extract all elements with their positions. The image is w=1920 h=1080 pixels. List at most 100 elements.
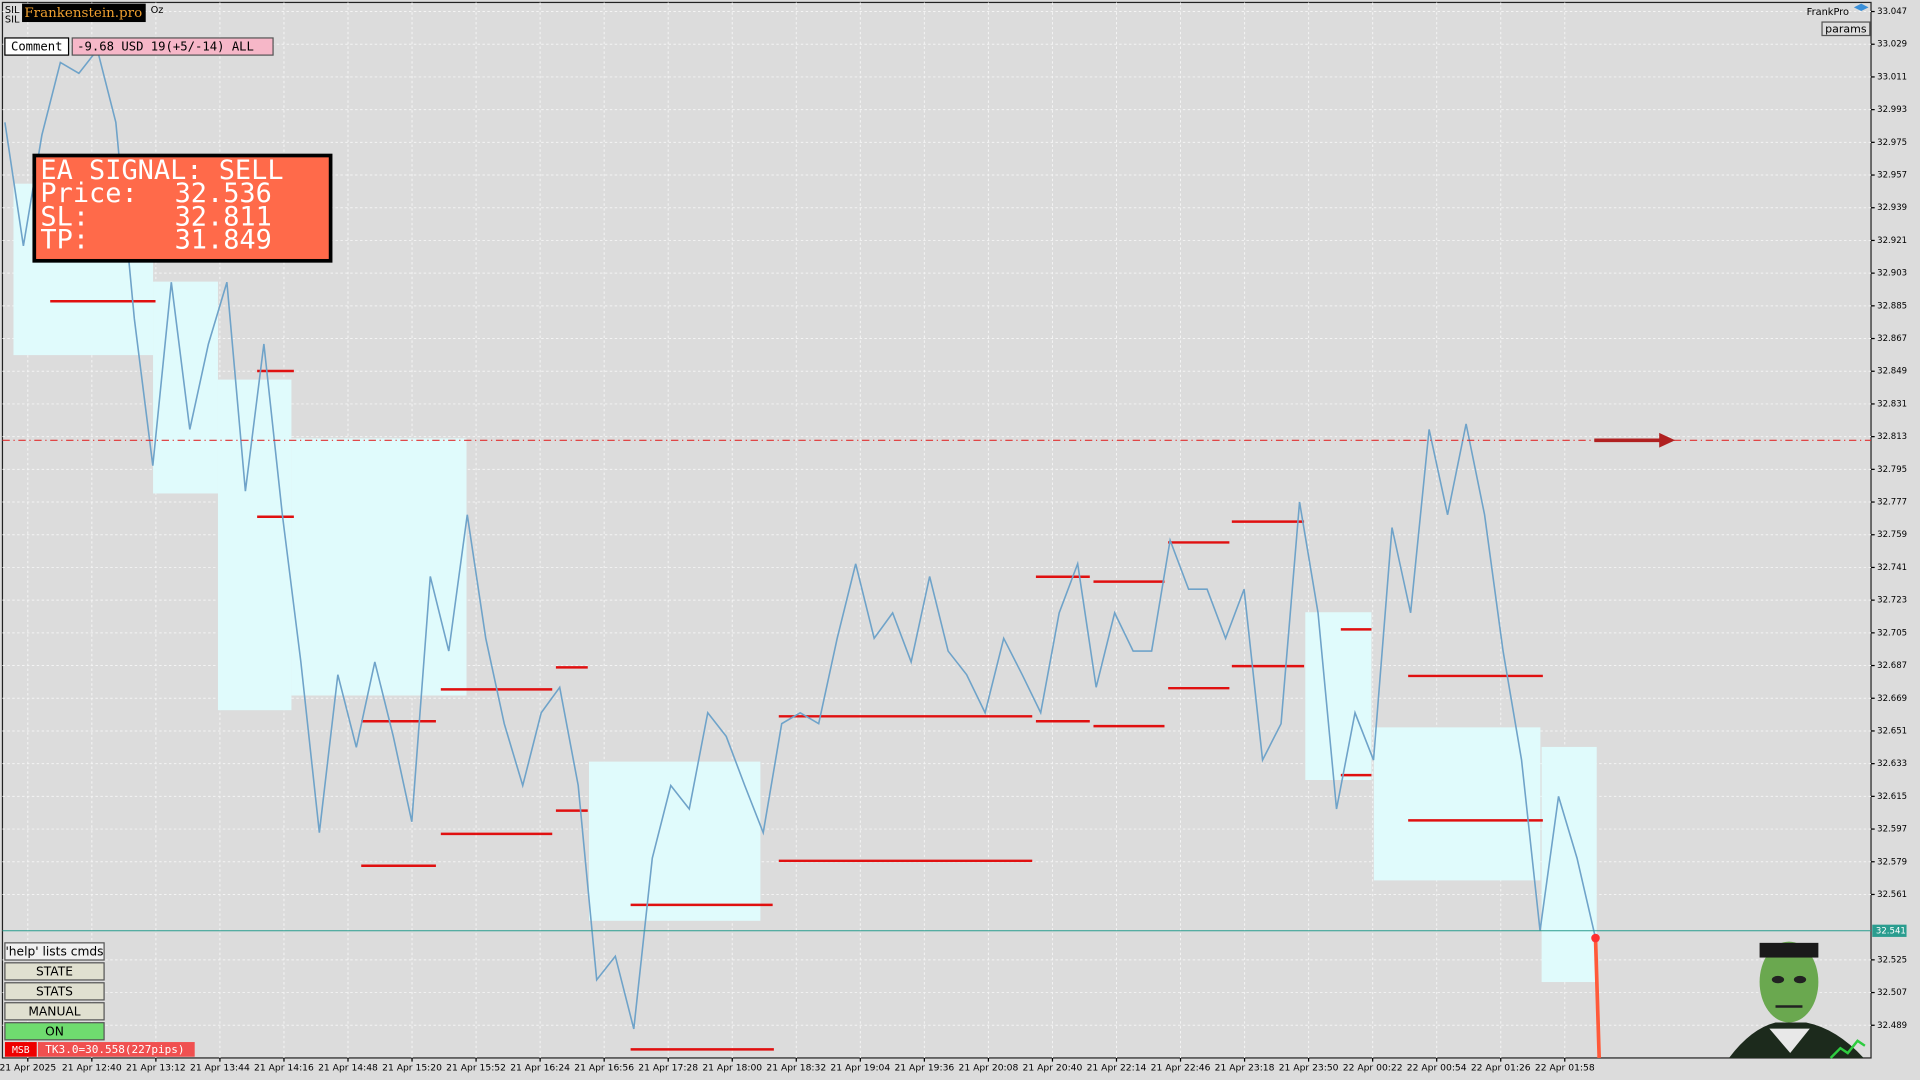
- status-text: TK3.0=30.558(227pips): [45, 1043, 184, 1056]
- signal-box: [32, 153, 333, 263]
- x-tick-label: 21 Apr 18:00: [702, 1062, 762, 1073]
- comment-label: Comment: [11, 40, 63, 54]
- x-tick-label: 21 Apr 20:40: [1023, 1062, 1083, 1073]
- status-box: [37, 1042, 195, 1057]
- y-tick-label: 32.687: [1877, 661, 1907, 671]
- params[interactable]: params: [1825, 22, 1867, 35]
- y-tick-label: 32.507: [1877, 988, 1907, 998]
- current-price-label: 32.541: [1876, 926, 1906, 936]
- button-label[interactable]: STATE: [36, 965, 73, 979]
- y-tick-label: 32.831: [1877, 399, 1907, 409]
- x-tick-label: 21 Apr 13:12: [126, 1062, 186, 1073]
- signal-title: EA SIGNAL: SELL: [40, 155, 283, 186]
- zone: [1305, 612, 1372, 780]
- comment-box: [71, 37, 274, 56]
- signal-row-label: SL:: [40, 201, 89, 232]
- x-tick-label: 21 Apr 13:44: [190, 1062, 250, 1073]
- y-tick-label: 32.939: [1877, 203, 1907, 213]
- comment: -9.68 USD 19(+5/-14) ALL: [77, 40, 254, 54]
- y-tick-label: 32.705: [1877, 628, 1907, 638]
- zone: [153, 281, 218, 494]
- signal-row-value: 32.811: [175, 201, 272, 232]
- symbol: SIL: [5, 5, 20, 16]
- sl-arrow-head: [1659, 432, 1676, 448]
- y-tick-label: 32.975: [1877, 138, 1907, 148]
- x-tick-label: 21 Apr 15:20: [382, 1062, 442, 1073]
- overlay: 33.047 33.029 33.011 32.993 32.975 32.957 32.9…: [0, 7, 1907, 1073]
- button[interactable]: [4, 1002, 105, 1021]
- status-tag-box: [4, 1042, 37, 1057]
- button[interactable]: [4, 962, 105, 981]
- brand-box: [22, 3, 146, 23]
- x-tick-label: 21 Apr 14:16: [254, 1062, 314, 1073]
- y-tick-label: 32.651: [1877, 726, 1907, 736]
- signal-rows: Price: 32.536 SL: 32.811 TP: 31.849: [40, 178, 271, 256]
- zone: [1541, 746, 1597, 983]
- y-tick-label: 32.957: [1877, 171, 1907, 181]
- button-label[interactable]: STATS: [36, 984, 73, 998]
- y-tick-label: 32.723: [1877, 596, 1907, 606]
- comment-label-box: [4, 37, 70, 56]
- x-tick-label: 22 Apr 01:58: [1535, 1062, 1595, 1073]
- x-tick-label: 21 Apr 22:46: [1151, 1062, 1211, 1073]
- y-tick-label: 32.597: [1877, 825, 1907, 835]
- brand: Frankenstein.pro: [24, 6, 142, 21]
- y-tick-label: 32.741: [1877, 563, 1907, 573]
- signal-row-label: Price:: [40, 178, 137, 209]
- zone: [588, 761, 761, 921]
- y-tick-label: 32.525: [1877, 955, 1907, 965]
- button-label[interactable]: 'help' lists cmds: [5, 945, 103, 959]
- y-tick-label: 32.921: [1877, 236, 1907, 246]
- y-tick-label: 32.633: [1877, 759, 1907, 769]
- levels: [50, 300, 1543, 1051]
- y-tick-label: 32.795: [1877, 465, 1907, 475]
- series: [4, 47, 1602, 1059]
- x-tick-label: 21 Apr 12:40: [62, 1062, 122, 1073]
- x-tick-label: 21 Apr 19:04: [830, 1062, 890, 1073]
- params-button[interactable]: [1821, 21, 1871, 37]
- x-tick-label: 21 Apr 17:28: [638, 1062, 698, 1073]
- x-tick-label: 21 Apr 20:08: [959, 1062, 1019, 1073]
- signal-row-value: 32.536: [175, 178, 272, 209]
- zone: [291, 438, 467, 696]
- y-tick-label: 32.993: [1877, 105, 1907, 115]
- x-tick-label: 22 Apr 01:26: [1471, 1062, 1531, 1073]
- x-tick-label: 21 Apr 14:48: [318, 1062, 378, 1073]
- y-tick-label: 32.489: [1877, 1021, 1907, 1031]
- user: FrankPro: [1807, 7, 1849, 18]
- y-tick-label: 32.777: [1877, 498, 1907, 508]
- x-tick-label: 21 Apr 23:50: [1279, 1062, 1339, 1073]
- buttons: 'help' lists cmds STATE STATS MANUAL ON: [4, 942, 105, 1041]
- y-tick-label: 32.903: [1877, 269, 1907, 279]
- x-tick-label: 21 Apr 23:18: [1215, 1062, 1275, 1073]
- y-tick-label: 32.885: [1877, 301, 1907, 311]
- button-label[interactable]: ON: [45, 1024, 64, 1038]
- x-tick-label: 21 Apr 15:52: [446, 1062, 506, 1073]
- zones: [13, 183, 1597, 983]
- x-tick-label: 21 Apr 22:14: [1087, 1062, 1147, 1073]
- current-price-box: [1872, 924, 1907, 937]
- y-tick-label: 33.047: [1877, 7, 1907, 17]
- y-tick-label: 32.759: [1877, 530, 1907, 540]
- y-tick-label: 32.849: [1877, 367, 1907, 377]
- y-tick-label: 33.011: [1877, 72, 1907, 82]
- button-label[interactable]: MANUAL: [28, 1004, 80, 1018]
- zone: [1373, 727, 1541, 881]
- status-tag: MSB: [12, 1045, 30, 1056]
- x-tick-label: 21 Apr 16:56: [574, 1062, 634, 1073]
- x-tick-label: 21 Apr 18:32: [766, 1062, 826, 1073]
- price-line: [4, 47, 1597, 1030]
- unit: Oz: [151, 5, 164, 16]
- button[interactable]: [4, 982, 105, 1001]
- x-tick-label: 21 Apr 19:36: [894, 1062, 954, 1073]
- y-tick-label: 32.867: [1877, 334, 1907, 344]
- y-tick-label: 32.615: [1877, 792, 1907, 802]
- button[interactable]: [4, 942, 105, 961]
- y-tick-label: 32.813: [1877, 432, 1907, 442]
- button[interactable]: [4, 1022, 105, 1041]
- projection: [1593, 937, 1602, 1059]
- symbol: SIL: [5, 15, 20, 26]
- signal-row-label: TP:: [40, 225, 89, 256]
- zone: [217, 379, 292, 711]
